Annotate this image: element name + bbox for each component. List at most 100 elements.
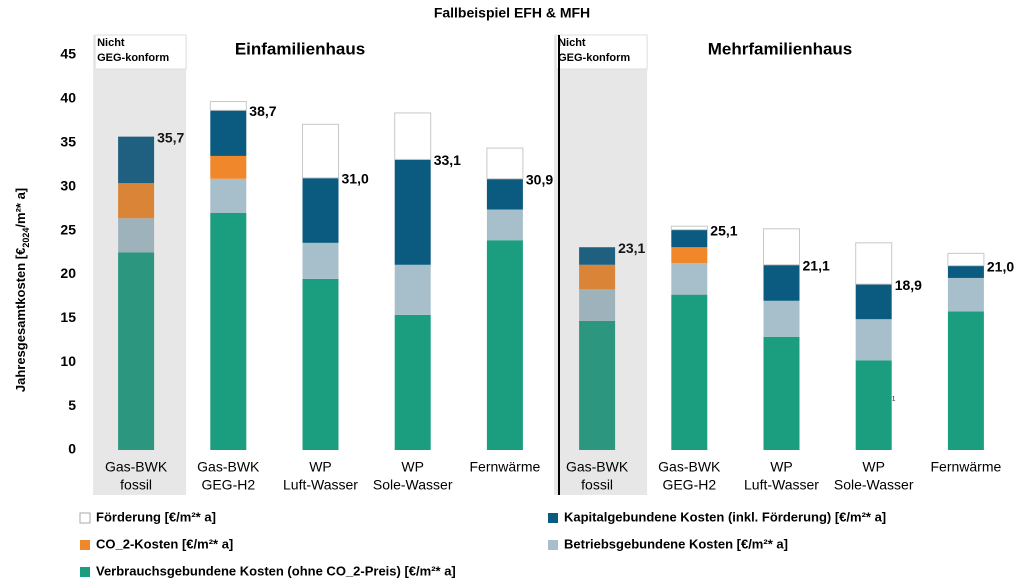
legend-swatch bbox=[548, 540, 558, 550]
group-label: Mehrfamilienhaus bbox=[708, 39, 853, 58]
bar-segment bbox=[210, 213, 247, 450]
total-label: 21,1 bbox=[803, 257, 830, 273]
x-tick-label: GEG-H2 bbox=[201, 477, 255, 493]
bar-segment bbox=[763, 300, 800, 337]
x-tick-label: Luft-Wasser bbox=[283, 477, 358, 493]
bar-segment bbox=[486, 147, 524, 180]
y-tick-label: 5 bbox=[68, 397, 76, 413]
legend-label: Betriebsgebundene Kosten [€/m²* a] bbox=[564, 536, 788, 551]
bar-segment bbox=[209, 101, 247, 111]
x-tick-label: Gas-BWK bbox=[566, 459, 629, 475]
legend-label: Verbrauchsgebundene Kosten (ohne CO_2-Pr… bbox=[96, 563, 456, 578]
legend-swatch bbox=[79, 512, 91, 524]
total-label: 30,9 bbox=[526, 171, 553, 187]
legend-label: Förderung [€/m²* a] bbox=[96, 509, 216, 524]
bar-segment bbox=[671, 247, 708, 264]
bar-segment bbox=[118, 218, 155, 253]
bar-segment bbox=[855, 242, 893, 285]
bar-segment bbox=[763, 228, 800, 266]
bar-segment bbox=[486, 209, 523, 241]
total-label: 25,1 bbox=[710, 222, 737, 238]
bar-segment bbox=[394, 264, 431, 315]
y-label-end: /m²* a] bbox=[13, 188, 28, 228]
bar-segment bbox=[947, 311, 984, 450]
x-tick-label: Sole-Wasser bbox=[373, 477, 453, 493]
bar-segment bbox=[947, 265, 984, 278]
chart-title: Fallbeispiel EFH & MFH bbox=[434, 5, 590, 21]
note-text: Nicht bbox=[558, 37, 586, 49]
bar-segment bbox=[579, 247, 616, 265]
bar-segment bbox=[118, 136, 155, 184]
legend-swatch bbox=[548, 513, 558, 523]
x-tick-label: fossil bbox=[120, 477, 152, 493]
note-box bbox=[555, 34, 648, 70]
y-axis-label: Jahresgesamtkosten [€2024/m²* a] bbox=[13, 188, 31, 392]
shade-region bbox=[554, 35, 648, 495]
y-label-main: Jahresgesamtkosten [€ bbox=[13, 248, 28, 393]
bar-segment bbox=[394, 112, 432, 160]
shade-region bbox=[93, 35, 187, 495]
bar-segment bbox=[855, 319, 892, 361]
note-text: GEG-konform bbox=[97, 52, 169, 64]
bar-segment bbox=[671, 229, 708, 248]
bar-segment bbox=[670, 225, 708, 231]
y-tick-label: 25 bbox=[60, 221, 76, 237]
y-tick-label: 10 bbox=[60, 353, 76, 369]
x-tick-label: WP bbox=[770, 459, 793, 475]
bar-segment bbox=[671, 263, 708, 295]
x-tick-label: WP bbox=[309, 459, 332, 475]
bar-segment bbox=[855, 284, 892, 320]
bar-segment bbox=[394, 159, 431, 265]
bar-segment bbox=[302, 242, 339, 279]
x-tick-label: WP bbox=[862, 459, 885, 475]
x-tick-label: Gas-BWK bbox=[658, 459, 721, 475]
total-label: 21,0 bbox=[987, 258, 1014, 274]
bar-segment bbox=[302, 123, 339, 179]
x-tick-label: Fernwärme bbox=[470, 459, 541, 475]
bar-segment bbox=[118, 252, 155, 450]
legend-label: CO_2-Kosten [€/m²* a] bbox=[96, 536, 233, 551]
x-tick-label: WP bbox=[401, 459, 424, 475]
bar-segment bbox=[210, 178, 247, 213]
bar-segment bbox=[486, 178, 523, 210]
x-tick-label: Gas-BWK bbox=[197, 459, 260, 475]
total-label: 38,7 bbox=[249, 103, 276, 119]
bar-segment bbox=[579, 264, 616, 290]
bar-segment bbox=[302, 278, 339, 450]
bar-segment bbox=[579, 289, 616, 321]
bar-segment bbox=[947, 277, 984, 312]
legend-swatch bbox=[80, 540, 90, 550]
legend-swatch bbox=[80, 567, 90, 577]
bar-segment bbox=[671, 294, 708, 450]
group-label: Einfamilienhaus bbox=[235, 39, 365, 58]
bar-segment bbox=[118, 183, 155, 219]
bar-segment bbox=[763, 336, 800, 450]
x-tick-label: Sole-Wasser bbox=[834, 477, 914, 493]
x-tick-label: fossil bbox=[581, 477, 613, 493]
legend-label: Kapitalgebundene Kosten (inkl. Förderung… bbox=[564, 509, 886, 524]
note-text: Nicht bbox=[97, 37, 125, 49]
y-tick-label: 20 bbox=[60, 265, 76, 281]
bar-segment bbox=[394, 314, 431, 450]
x-tick-label: Fernwärme bbox=[931, 459, 1002, 475]
bar-segment bbox=[947, 252, 985, 267]
x-tick-label: Gas-BWK bbox=[105, 459, 168, 475]
y-tick-label: 0 bbox=[68, 441, 76, 457]
bar-segment bbox=[302, 177, 339, 243]
x-tick-label: Luft-Wasser bbox=[744, 477, 819, 493]
bar-segment bbox=[579, 320, 616, 450]
total-label: 33,1 bbox=[434, 152, 461, 168]
x-tick-label: GEG-H2 bbox=[662, 477, 716, 493]
footnote-mark: 1 bbox=[892, 397, 896, 403]
y-tick-label: 30 bbox=[60, 177, 76, 193]
note-box bbox=[94, 34, 187, 70]
y-tick-label: 40 bbox=[60, 90, 76, 106]
total-label: 35,7 bbox=[157, 129, 184, 145]
y-tick-label: 15 bbox=[60, 309, 76, 325]
bar-segment bbox=[855, 360, 892, 450]
total-label: 31,0 bbox=[342, 171, 369, 187]
bar-segment bbox=[763, 264, 800, 301]
y-tick-label: 45 bbox=[60, 46, 76, 62]
total-label: 18,9 bbox=[895, 277, 922, 293]
